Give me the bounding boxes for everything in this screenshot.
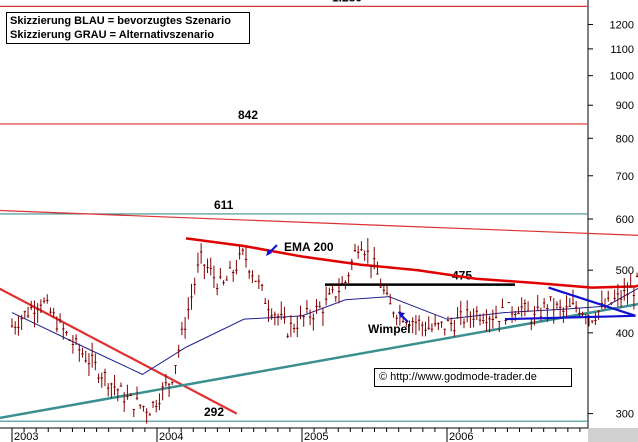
x-tick-label: 2004 <box>159 431 183 442</box>
legend-blue-scenario: Skizzierung BLAU = bevorzugtes Szenario <box>10 15 231 27</box>
resistance-trendline <box>0 209 638 236</box>
y-tick-label: 300 <box>616 409 634 421</box>
y-tick-label: 1100 <box>610 44 634 56</box>
date-strip <box>588 428 638 442</box>
level-label-1280: 1.280 <box>332 0 362 4</box>
level-label-611: 611 <box>214 198 234 212</box>
annotation-arrowhead-ema200 <box>266 249 272 256</box>
annotation-ema200: EMA 200 <box>284 240 334 254</box>
y-tick-label: 1200 <box>610 19 634 31</box>
x-tick-label: 2003 <box>14 431 38 442</box>
legend-grey-scenario: Skizzierung GRAU = Alternativszenario <box>10 29 215 41</box>
x-tick-label: 2005 <box>304 431 328 442</box>
scenario-legend: Skizzierung BLAU = bevorzugtes Szenario … <box>6 12 250 44</box>
level-label-292: 292 <box>204 405 224 419</box>
x-tick-label: 2006 <box>449 431 473 442</box>
annotation-arrowhead-wimpel <box>398 312 405 318</box>
pennant-lower <box>504 314 636 321</box>
ema200-line <box>185 237 638 289</box>
y-tick-label: 400 <box>616 328 634 340</box>
ema-short-line <box>11 287 638 375</box>
y-tick-label: 700 <box>616 171 634 183</box>
support-trendline <box>0 302 638 420</box>
level-label-842: 842 <box>238 108 258 122</box>
y-tick-label: 500 <box>616 265 634 277</box>
y-tick-label: 800 <box>616 133 634 145</box>
annotation-wimpel: Wimpel <box>368 322 411 336</box>
copyright-notice: © http://www.godmode-trader.de <box>374 368 572 387</box>
y-tick-label: 600 <box>616 214 634 226</box>
y-tick-label: 1000 <box>610 71 634 83</box>
pennant-upper <box>548 286 636 317</box>
y-tick-label: 900 <box>616 100 634 112</box>
